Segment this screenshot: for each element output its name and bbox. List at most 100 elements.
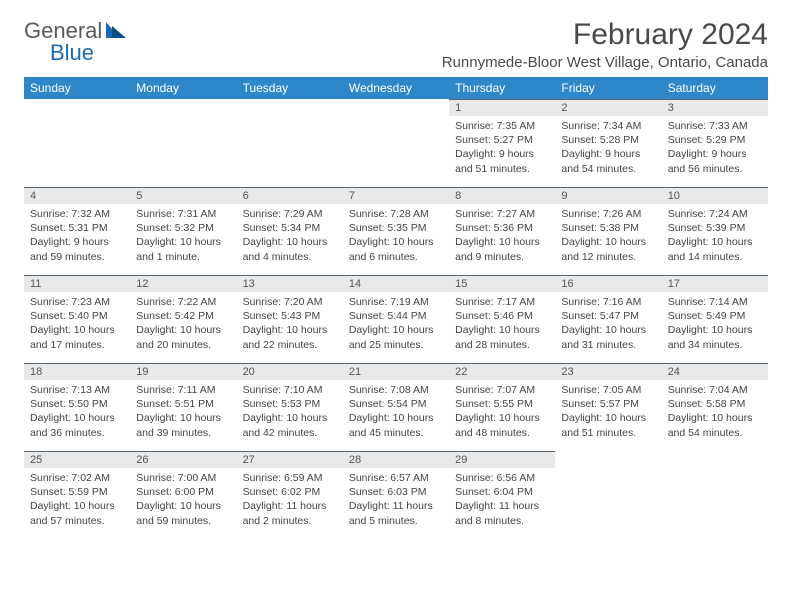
- calendar-cell: 3Sunrise: 7:33 AMSunset: 5:29 PMDaylight…: [662, 99, 768, 187]
- sunrise-text: Sunrise: 6:57 AM: [349, 471, 443, 485]
- day-number: 23: [555, 363, 661, 380]
- sunset-text: Sunset: 5:54 PM: [349, 397, 443, 411]
- day-body: Sunrise: 7:26 AMSunset: 5:38 PMDaylight:…: [555, 204, 661, 268]
- day-body: Sunrise: 7:32 AMSunset: 5:31 PMDaylight:…: [24, 204, 130, 268]
- day-body: Sunrise: 7:04 AMSunset: 5:58 PMDaylight:…: [662, 380, 768, 444]
- calendar-cell: 24Sunrise: 7:04 AMSunset: 5:58 PMDayligh…: [662, 363, 768, 451]
- daylight-text: Daylight: 10 hours and 39 minutes.: [136, 411, 230, 439]
- day-body: Sunrise: 7:16 AMSunset: 5:47 PMDaylight:…: [555, 292, 661, 356]
- day-body: Sunrise: 7:34 AMSunset: 5:28 PMDaylight:…: [555, 116, 661, 180]
- calendar-cell: 7Sunrise: 7:28 AMSunset: 5:35 PMDaylight…: [343, 187, 449, 275]
- day-header: Sunday: [24, 77, 130, 99]
- calendar-week: 18Sunrise: 7:13 AMSunset: 5:50 PMDayligh…: [24, 363, 768, 451]
- daylight-text: Daylight: 10 hours and 17 minutes.: [30, 323, 124, 351]
- daylight-text: Daylight: 10 hours and 12 minutes.: [561, 235, 655, 263]
- calendar-cell: 25Sunrise: 7:02 AMSunset: 5:59 PMDayligh…: [24, 451, 130, 539]
- sunset-text: Sunset: 5:44 PM: [349, 309, 443, 323]
- calendar-week: 1Sunrise: 7:35 AMSunset: 5:27 PMDaylight…: [24, 99, 768, 187]
- daylight-text: Daylight: 10 hours and 42 minutes.: [243, 411, 337, 439]
- sunset-text: Sunset: 5:40 PM: [30, 309, 124, 323]
- day-number: 19: [130, 363, 236, 380]
- day-number: 3: [662, 99, 768, 116]
- sunset-text: Sunset: 5:32 PM: [136, 221, 230, 235]
- sunrise-text: Sunrise: 7:26 AM: [561, 207, 655, 221]
- sunrise-text: Sunrise: 7:04 AM: [668, 383, 762, 397]
- calendar-table: SundayMondayTuesdayWednesdayThursdayFrid…: [24, 77, 768, 539]
- calendar-cell: 2Sunrise: 7:34 AMSunset: 5:28 PMDaylight…: [555, 99, 661, 187]
- daylight-text: Daylight: 10 hours and 31 minutes.: [561, 323, 655, 351]
- sunrise-text: Sunrise: 7:35 AM: [455, 119, 549, 133]
- calendar-cell: 17Sunrise: 7:14 AMSunset: 5:49 PMDayligh…: [662, 275, 768, 363]
- month-title: February 2024: [442, 18, 768, 52]
- sunrise-text: Sunrise: 7:19 AM: [349, 295, 443, 309]
- day-number: 14: [343, 275, 449, 292]
- day-body: Sunrise: 6:59 AMSunset: 6:02 PMDaylight:…: [237, 468, 343, 532]
- title-block: February 2024 Runnymede-Bloor West Villa…: [442, 18, 768, 71]
- day-body: Sunrise: 7:11 AMSunset: 5:51 PMDaylight:…: [130, 380, 236, 444]
- sunrise-text: Sunrise: 7:34 AM: [561, 119, 655, 133]
- day-body: Sunrise: 7:08 AMSunset: 5:54 PMDaylight:…: [343, 380, 449, 444]
- calendar-week: 25Sunrise: 7:02 AMSunset: 5:59 PMDayligh…: [24, 451, 768, 539]
- sunrise-text: Sunrise: 7:28 AM: [349, 207, 443, 221]
- day-body: Sunrise: 7:33 AMSunset: 5:29 PMDaylight:…: [662, 116, 768, 180]
- calendar-week: 11Sunrise: 7:23 AMSunset: 5:40 PMDayligh…: [24, 275, 768, 363]
- sunrise-text: Sunrise: 7:29 AM: [243, 207, 337, 221]
- sunset-text: Sunset: 5:29 PM: [668, 133, 762, 147]
- sunset-text: Sunset: 5:34 PM: [243, 221, 337, 235]
- sunset-text: Sunset: 5:43 PM: [243, 309, 337, 323]
- day-body: Sunrise: 7:24 AMSunset: 5:39 PMDaylight:…: [662, 204, 768, 268]
- logo: General Blue: [24, 18, 128, 44]
- sunrise-text: Sunrise: 7:20 AM: [243, 295, 337, 309]
- sunrise-text: Sunrise: 7:33 AM: [668, 119, 762, 133]
- day-body: Sunrise: 7:02 AMSunset: 5:59 PMDaylight:…: [24, 468, 130, 532]
- calendar-cell: 29Sunrise: 6:56 AMSunset: 6:04 PMDayligh…: [449, 451, 555, 539]
- day-number: 24: [662, 363, 768, 380]
- day-header: Saturday: [662, 77, 768, 99]
- day-number: 4: [24, 187, 130, 204]
- daylight-text: Daylight: 10 hours and 45 minutes.: [349, 411, 443, 439]
- daylight-text: Daylight: 9 hours and 59 minutes.: [30, 235, 124, 263]
- daylight-text: Daylight: 10 hours and 1 minute.: [136, 235, 230, 263]
- sunset-text: Sunset: 5:57 PM: [561, 397, 655, 411]
- daylight-text: Daylight: 10 hours and 9 minutes.: [455, 235, 549, 263]
- calendar-cell: 27Sunrise: 6:59 AMSunset: 6:02 PMDayligh…: [237, 451, 343, 539]
- day-body: Sunrise: 7:10 AMSunset: 5:53 PMDaylight:…: [237, 380, 343, 444]
- calendar-body: 1Sunrise: 7:35 AMSunset: 5:27 PMDaylight…: [24, 99, 768, 539]
- sunset-text: Sunset: 5:27 PM: [455, 133, 549, 147]
- logo-text-blue: Blue: [50, 40, 94, 66]
- sunrise-text: Sunrise: 6:59 AM: [243, 471, 337, 485]
- day-number: 20: [237, 363, 343, 380]
- daylight-text: Daylight: 10 hours and 14 minutes.: [668, 235, 762, 263]
- sunset-text: Sunset: 5:28 PM: [561, 133, 655, 147]
- sunset-text: Sunset: 6:04 PM: [455, 485, 549, 499]
- day-header: Tuesday: [237, 77, 343, 99]
- sunrise-text: Sunrise: 7:02 AM: [30, 471, 124, 485]
- calendar-cell: 12Sunrise: 7:22 AMSunset: 5:42 PMDayligh…: [130, 275, 236, 363]
- daylight-text: Daylight: 9 hours and 51 minutes.: [455, 147, 549, 175]
- daylight-text: Daylight: 10 hours and 28 minutes.: [455, 323, 549, 351]
- sunset-text: Sunset: 5:47 PM: [561, 309, 655, 323]
- day-number: 16: [555, 275, 661, 292]
- calendar-cell: 18Sunrise: 7:13 AMSunset: 5:50 PMDayligh…: [24, 363, 130, 451]
- sunset-text: Sunset: 5:35 PM: [349, 221, 443, 235]
- calendar-cell: 19Sunrise: 7:11 AMSunset: 5:51 PMDayligh…: [130, 363, 236, 451]
- calendar-cell: [130, 99, 236, 187]
- day-number: 5: [130, 187, 236, 204]
- calendar-cell: 28Sunrise: 6:57 AMSunset: 6:03 PMDayligh…: [343, 451, 449, 539]
- day-body: Sunrise: 7:31 AMSunset: 5:32 PMDaylight:…: [130, 204, 236, 268]
- day-number: 8: [449, 187, 555, 204]
- day-body: Sunrise: 7:29 AMSunset: 5:34 PMDaylight:…: [237, 204, 343, 268]
- sunrise-text: Sunrise: 7:17 AM: [455, 295, 549, 309]
- calendar-cell: 11Sunrise: 7:23 AMSunset: 5:40 PMDayligh…: [24, 275, 130, 363]
- day-header: Wednesday: [343, 77, 449, 99]
- day-number: 17: [662, 275, 768, 292]
- calendar-cell: 16Sunrise: 7:16 AMSunset: 5:47 PMDayligh…: [555, 275, 661, 363]
- day-number: 9: [555, 187, 661, 204]
- daylight-text: Daylight: 9 hours and 56 minutes.: [668, 147, 762, 175]
- calendar-cell: 5Sunrise: 7:31 AMSunset: 5:32 PMDaylight…: [130, 187, 236, 275]
- calendar-cell: [24, 99, 130, 187]
- day-number: 28: [343, 451, 449, 468]
- daylight-text: Daylight: 10 hours and 4 minutes.: [243, 235, 337, 263]
- calendar-cell: 26Sunrise: 7:00 AMSunset: 6:00 PMDayligh…: [130, 451, 236, 539]
- sunrise-text: Sunrise: 7:31 AM: [136, 207, 230, 221]
